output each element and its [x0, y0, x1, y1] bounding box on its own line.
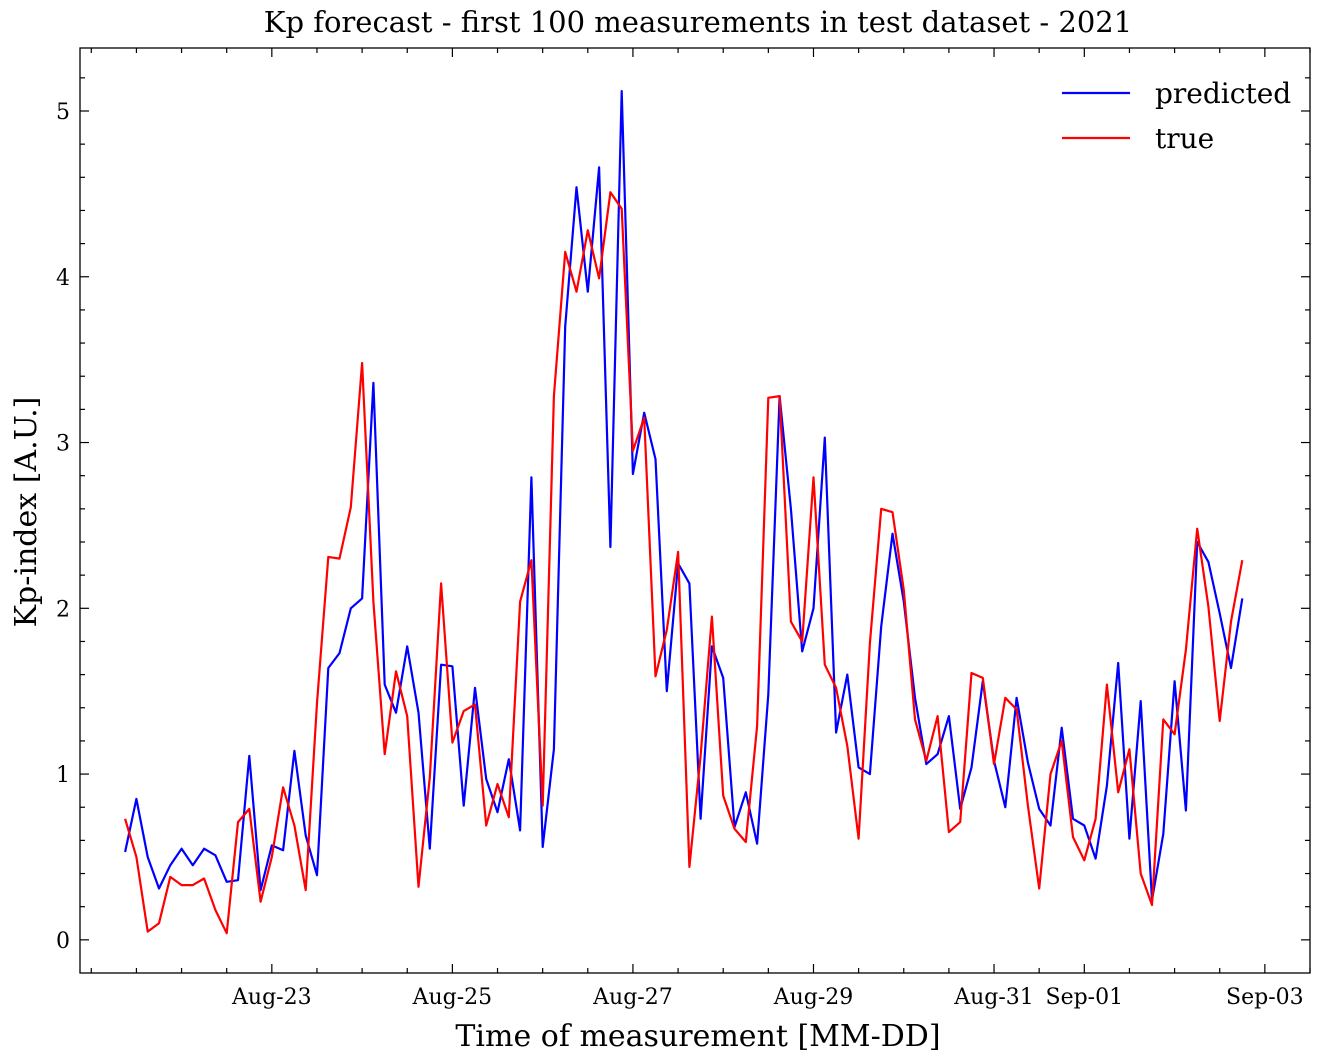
series-line-true — [124, 191, 1244, 935]
legend: predicted true — [1062, 77, 1291, 155]
x-tick-label: Sep-03 — [1226, 985, 1304, 1010]
x-tick-label: Aug-27 — [592, 985, 673, 1010]
y-tick-label: 5 — [56, 100, 70, 125]
y-tick-label: 3 — [56, 432, 70, 457]
y-tick-label: 2 — [56, 597, 70, 622]
series-line-predicted — [124, 89, 1244, 902]
axis-ticks: 0 1 2 3 4 5 Aug-23 Aug-25 Aug-27 Aug-29 Aug-31 Sep-… — [56, 48, 1311, 1010]
y-axis-label: Kp-index [A.U.] — [9, 397, 44, 628]
plot-frame — [79, 47, 1311, 974]
x-tick-label: Aug-23 — [231, 985, 312, 1010]
plot-area — [124, 89, 1244, 935]
legend-label-true: true — [1155, 122, 1214, 155]
y-tick-label: 4 — [56, 266, 70, 291]
chart-title: Kp forecast - first 100 measurements in … — [264, 5, 1132, 39]
x-tick-label: Aug-31 — [953, 985, 1034, 1010]
x-tick-label: Aug-29 — [773, 985, 854, 1010]
x-tick-label: Aug-25 — [412, 985, 493, 1010]
legend-label-predicted: predicted — [1155, 77, 1291, 110]
x-tick-label: Sep-01 — [1046, 985, 1124, 1010]
y-tick-label: 0 — [56, 929, 70, 954]
x-axis-label: Time of measurement [MM-DD] — [455, 1019, 940, 1054]
y-tick-label: 1 — [56, 763, 70, 788]
